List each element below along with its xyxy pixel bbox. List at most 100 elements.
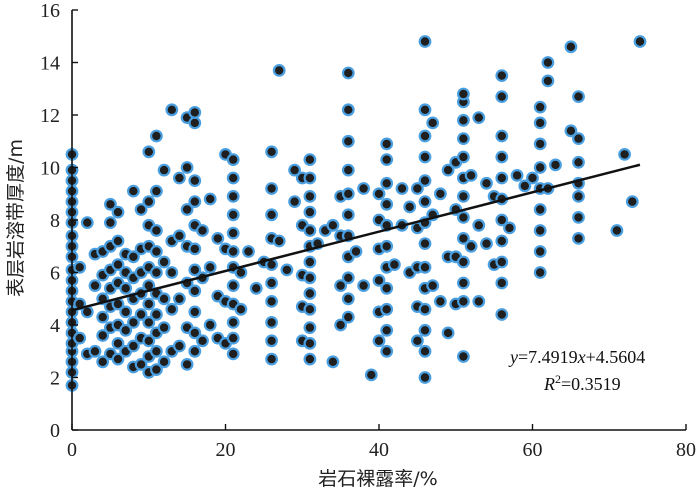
data-point [457,231,470,245]
trend-line [71,163,641,312]
data-point [73,260,87,274]
data-point [610,224,624,237]
data-point [457,87,470,101]
data-point [172,171,186,185]
data-point [126,339,140,353]
data-point [380,197,394,211]
data-point [495,213,509,227]
y-tick-label: 4 [50,315,60,337]
data-point [334,279,348,293]
data-point [434,295,447,308]
data-point [380,323,394,337]
y-tick-label: 0 [50,420,60,442]
data-point [142,145,156,159]
data-point [618,147,631,161]
data-point [457,189,470,203]
r-squared: R2=0.3519 [543,372,621,394]
data-point [533,137,547,151]
data-point [188,242,202,256]
data-point [188,284,202,298]
data-point [203,318,217,332]
data-point [380,176,394,190]
data-point [334,318,348,332]
data-point [180,161,194,174]
data-point [572,231,585,245]
data-point [226,347,240,361]
x-axis-label: 岩石裸露率/% [318,468,437,490]
data-point [411,182,424,195]
data-point [303,287,317,300]
data-point [572,90,585,103]
y-tick-label: 14 [40,53,60,75]
data-point [472,295,486,308]
data-point [111,205,125,219]
data-point [226,331,240,345]
data-point [272,63,286,77]
data-point [226,189,240,203]
data-point [226,208,240,222]
data-point [303,171,317,185]
data-point [418,103,432,117]
data-point [142,334,156,348]
data-point [265,276,279,290]
data-point [380,137,394,151]
y-tick-label: 16 [40,0,60,22]
data-point [533,245,547,258]
data-point [418,237,432,251]
data-point [96,355,110,369]
data-point [303,205,317,219]
data-point [265,295,279,308]
data-point [188,305,202,319]
data-point [303,255,317,269]
data-point [388,258,401,272]
data-point [380,281,394,295]
data-point [196,334,209,348]
data-point [188,195,202,209]
data-point [80,216,94,230]
data-point [226,153,240,167]
data-point [533,203,547,216]
x-tick-label: 0 [67,439,77,461]
data-point [411,334,424,348]
data-point [372,274,386,287]
data-point [157,355,171,369]
data-point [418,195,432,209]
data-point [441,163,455,177]
data-point [341,134,355,148]
data-point [303,153,317,167]
data-point [533,116,547,130]
y-axis-label: 表层岩溶带厚度/m [5,139,27,297]
data-point [172,229,186,243]
data-point [441,326,455,340]
data-point [149,129,163,143]
data-point [380,302,394,316]
y-tick-label: 12 [40,105,60,127]
data-point [495,255,509,269]
data-point [157,163,171,177]
data-point [134,308,148,321]
data-point [341,187,355,201]
data-point [418,174,432,188]
data-point [564,124,578,138]
data-point [326,218,340,232]
data-point [364,368,378,382]
data-point [503,221,516,235]
data-point [357,279,371,293]
data-point [495,171,509,185]
data-point [633,35,647,48]
data-point [418,260,432,274]
data-point [457,350,470,363]
data-point [88,344,102,358]
data-point [341,271,355,285]
data-point [188,116,202,130]
data-point [111,258,125,272]
data-point [418,302,432,316]
data-point [188,326,202,340]
data-point [265,208,279,222]
data-point [265,334,279,348]
data-point [418,323,432,337]
data-point [380,153,394,167]
data-point [96,310,110,324]
data-point [172,339,186,353]
